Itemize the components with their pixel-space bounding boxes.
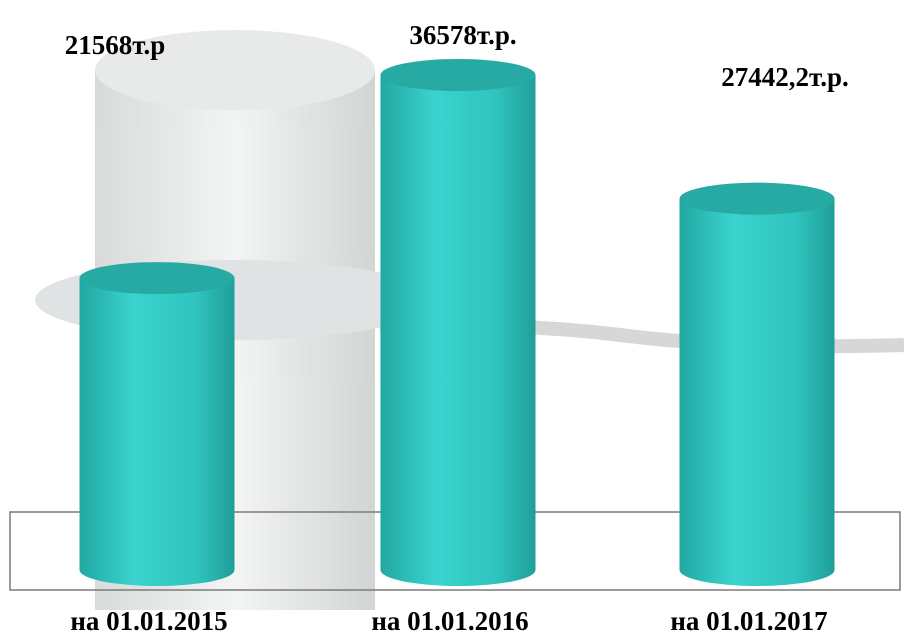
bar — [680, 183, 835, 586]
value-label: 27442,2т.р. — [721, 62, 849, 92]
bar — [381, 59, 536, 586]
x-tick-label: на 01.01.2017 — [670, 606, 827, 636]
bar-top — [381, 59, 536, 91]
chart: 21568т.р на 01.01.2015 36578т.р. на 01.01.2… — [0, 0, 904, 642]
bar — [80, 262, 235, 586]
x-tick-label: на 01.01.2016 — [371, 606, 528, 636]
bar-body — [680, 199, 835, 586]
bar-top — [680, 183, 835, 215]
x-tick-label: на 01.01.2015 — [70, 606, 227, 636]
value-label: 21568т.р — [65, 30, 166, 60]
value-label: 36578т.р. — [409, 20, 516, 50]
page: 21568т.р на 01.01.2015 36578т.р. на 01.01.2… — [0, 0, 904, 642]
bar-top — [80, 262, 235, 294]
bar-body — [80, 278, 235, 586]
bar-body — [381, 75, 536, 586]
